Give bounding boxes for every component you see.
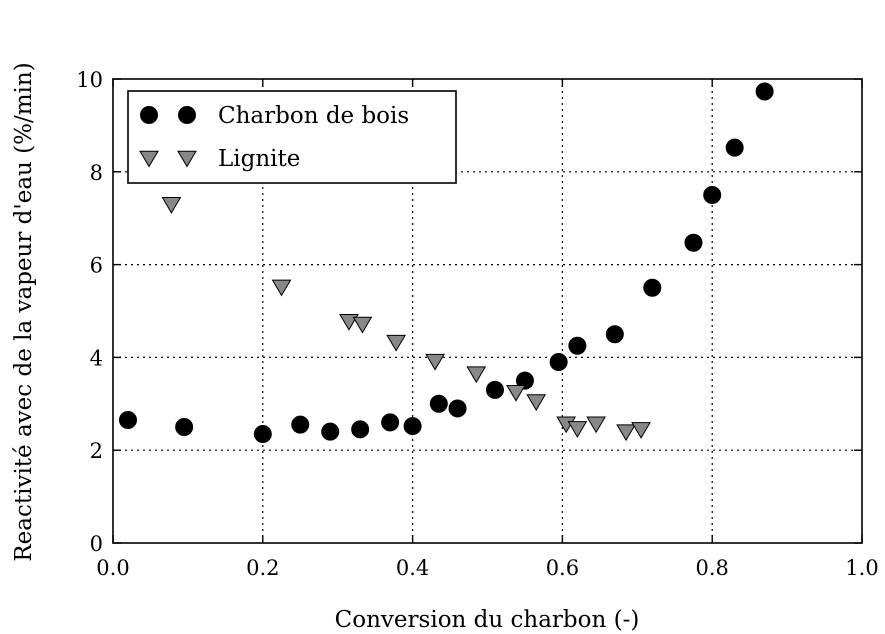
y-tick-label: 4 — [90, 346, 103, 370]
charbon-de-bois-point — [605, 325, 624, 344]
lignite-point — [506, 384, 526, 402]
legend-box — [127, 90, 457, 184]
charbon-de-bois-point — [175, 418, 194, 436]
x-tick-label: 0.2 — [246, 556, 279, 580]
x-tick-label: 0.4 — [396, 556, 429, 580]
x-axis-label: Conversion du charbon (-) — [335, 607, 640, 633]
lignite-point — [339, 313, 359, 331]
lignite-point — [425, 353, 445, 371]
charbon-de-bois-point — [253, 424, 272, 443]
data-points — [118, 82, 774, 443]
lignite-point — [466, 366, 487, 384]
charbon-de-bois-point — [725, 138, 744, 157]
charbon-de-bois-point — [118, 411, 137, 430]
lignite-point — [386, 334, 406, 352]
grid-lines — [113, 79, 862, 543]
lignite-point — [271, 279, 292, 297]
legend-marker-charbon-de-bois — [178, 106, 196, 124]
legend-label: Charbon de bois — [218, 103, 409, 129]
y-tick-label: 8 — [90, 161, 103, 185]
x-tick-label: 0.6 — [546, 556, 579, 580]
lignite-point — [567, 421, 588, 438]
y-axis-label: Reactivité avec de la vapeur d'eau (%/mi… — [11, 62, 37, 561]
charbon-de-bois-point — [429, 394, 448, 413]
lignite-point — [631, 422, 651, 439]
legend: Charbon de bois Lignite — [127, 90, 457, 184]
charbon-de-bois-point — [485, 380, 504, 399]
y-tick-label: 6 — [90, 254, 103, 278]
lignite-point — [526, 394, 547, 412]
charbon-de-bois-point — [448, 399, 467, 418]
charbon-de-bois-point — [351, 420, 370, 439]
charbon-de-bois-point — [403, 417, 422, 436]
charbon-de-bois-point — [549, 353, 568, 372]
charbon-de-bois-point — [568, 336, 587, 355]
charbon-de-bois-point — [755, 82, 774, 101]
legend-marker-charbon-de-bois — [140, 106, 158, 124]
charbon-de-bois-point — [321, 422, 340, 441]
lignite-point — [616, 424, 636, 442]
y-tick-label: 10 — [76, 68, 103, 92]
charbon-de-bois-point — [643, 278, 662, 297]
x-tick-label: 0.0 — [96, 556, 129, 580]
charbon-de-bois-point — [381, 413, 400, 432]
y-tick-label: 0 — [90, 532, 103, 556]
y-tick-label: 2 — [90, 439, 103, 463]
x-tick-label: 0.8 — [695, 556, 728, 580]
legend-marker-lignite — [139, 150, 159, 168]
lignite-point — [352, 316, 373, 334]
lignite-point — [161, 197, 182, 214]
axis-ticks: 0.0 0.2 0.4 0.6 0.8 1.0 0 2 4 6 8 10 — [76, 68, 878, 580]
charbon-de-bois-point — [703, 186, 722, 204]
legend-marker-lignite — [177, 150, 197, 168]
plot-frame — [112, 78, 863, 544]
charbon-de-bois-point — [515, 371, 534, 390]
charbon-de-bois-point — [291, 415, 310, 434]
charbon-de-bois-point — [684, 233, 703, 252]
x-tick-label: 1.0 — [845, 556, 878, 580]
legend-label: Lignite — [218, 146, 300, 172]
lignite-point — [586, 416, 606, 434]
